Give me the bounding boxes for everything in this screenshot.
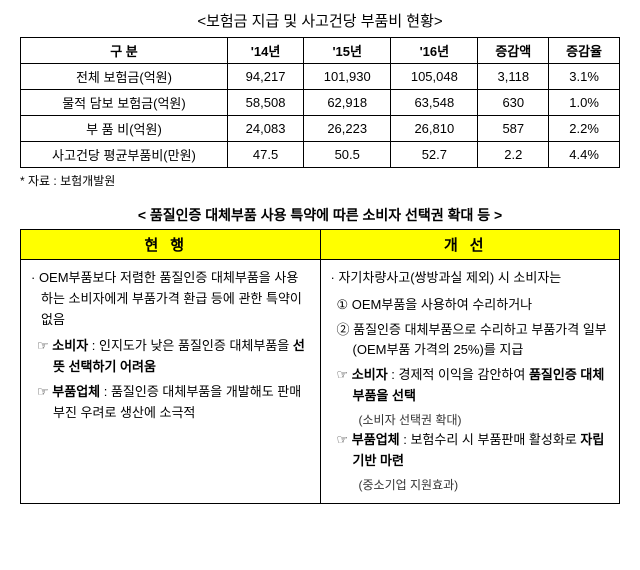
cell: 63,548 xyxy=(391,90,478,116)
cell: 94,217 xyxy=(227,64,303,90)
table-row: 사고건당 평균부품비(만원) 47.5 50.5 52.7 2.2 4.4% xyxy=(21,142,620,168)
improved-cell: · 자기차량사고(쌍방과실 제외) 시 소비자는 ① OEM부품을 사용하여 수… xyxy=(320,260,620,504)
cell: 3.1% xyxy=(549,64,620,90)
cell: 2.2 xyxy=(478,142,549,168)
sub-label: 소비자 xyxy=(352,367,388,382)
table-header-row: 구 분 '14년 '15년 '16년 증감액 증감율 xyxy=(21,38,620,64)
cell: 1.0% xyxy=(549,90,620,116)
cell: 26,810 xyxy=(391,116,478,142)
table2-title: < 품질인증 대체부품 사용 특약에 따른 소비자 선택권 확대 등 > xyxy=(20,205,620,225)
sub-item: ☞ 부품업체 : 보험수리 시 부품판매 활성화로 자립기반 마련 xyxy=(331,430,610,472)
sub-text: : 인지도가 낮은 품질인증 대체부품을 xyxy=(88,338,293,353)
cell: 2.2% xyxy=(549,116,620,142)
table-row: 물적 담보 보험금(억원) 58,508 62,918 63,548 630 1… xyxy=(21,90,620,116)
sub-note: (중소기업 지원효과) xyxy=(331,476,610,495)
row-label: 부 품 비(억원) xyxy=(21,116,228,142)
table-header-row: 현행 개선 xyxy=(21,230,620,260)
table-row: · OEM부품보다 저렴한 품질인증 대체부품을 사용하는 소비자에게 부품가격… xyxy=(21,260,620,504)
option-text: ② 품질인증 대체부품으로 수리하고 부품가격 일부(OEM부품 가격의 25%… xyxy=(331,320,610,362)
row-label: 전체 보험금(억원) xyxy=(21,64,228,90)
sub-label: 부품업체 xyxy=(52,384,100,399)
cell: 630 xyxy=(478,90,549,116)
current-cell: · OEM부품보다 저렴한 품질인증 대체부품을 사용하는 소비자에게 부품가격… xyxy=(21,260,321,504)
cell: 105,048 xyxy=(391,64,478,90)
insurance-table: 구 분 '14년 '15년 '16년 증감액 증감율 전체 보험금(억원) 94… xyxy=(20,37,620,168)
sub-label: 소비자 xyxy=(52,338,88,353)
sub-item: ☞ 소비자 : 인지도가 낮은 품질인증 대체부품을 선뜻 선택하기 어려움 xyxy=(31,336,310,378)
main-text: · 자기차량사고(쌍방과실 제외) 시 소비자는 xyxy=(331,268,610,289)
cell: 4.4% xyxy=(549,142,620,168)
cell: 52.7 xyxy=(391,142,478,168)
row-label: 물적 담보 보험금(억원) xyxy=(21,90,228,116)
cell: 26,223 xyxy=(304,116,391,142)
row-label: 사고건당 평균부품비(만원) xyxy=(21,142,228,168)
sub-text: : 보험수리 시 부품판매 활성화로 xyxy=(400,432,581,447)
cell: 62,918 xyxy=(304,90,391,116)
comparison-table: 현행 개선 · OEM부품보다 저렴한 품질인증 대체부품을 사용하는 소비자에… xyxy=(20,229,620,504)
col-header-current: 현행 xyxy=(21,230,321,260)
col-header: 증감율 xyxy=(549,38,620,64)
cell: 101,930 xyxy=(304,64,391,90)
col-header: 증감액 xyxy=(478,38,549,64)
cell: 50.5 xyxy=(304,142,391,168)
sub-item: ☞ 소비자 : 경제적 이익을 감안하여 품질인증 대체부품을 선택 xyxy=(331,365,610,407)
col-header: '16년 xyxy=(391,38,478,64)
sub-label: 부품업체 xyxy=(352,432,400,447)
option-text: ① OEM부품을 사용하여 수리하거나 xyxy=(331,295,610,316)
cell: 58,508 xyxy=(227,90,303,116)
sub-text: : 경제적 이익을 감안하여 xyxy=(388,367,529,382)
cell: 587 xyxy=(478,116,549,142)
cell: 3,118 xyxy=(478,64,549,90)
col-header-improved: 개선 xyxy=(320,230,620,260)
source-note: * 자료 : 보험개발원 xyxy=(20,172,620,189)
col-header: '14년 xyxy=(227,38,303,64)
sub-note: (소비자 선택권 확대) xyxy=(331,411,610,430)
cell: 47.5 xyxy=(227,142,303,168)
table-row: 부 품 비(억원) 24,083 26,223 26,810 587 2.2% xyxy=(21,116,620,142)
col-header: 구 분 xyxy=(21,38,228,64)
table1-title: <보험금 지급 및 사고건당 부품비 현황> xyxy=(20,10,620,31)
col-header: '15년 xyxy=(304,38,391,64)
cell: 24,083 xyxy=(227,116,303,142)
table-row: 전체 보험금(억원) 94,217 101,930 105,048 3,118 … xyxy=(21,64,620,90)
sub-item: ☞ 부품업체 : 품질인증 대체부품을 개발해도 판매부진 우려로 생산에 소극… xyxy=(31,382,310,424)
main-text: · OEM부품보다 저렴한 품질인증 대체부품을 사용하는 소비자에게 부품가격… xyxy=(31,268,310,330)
